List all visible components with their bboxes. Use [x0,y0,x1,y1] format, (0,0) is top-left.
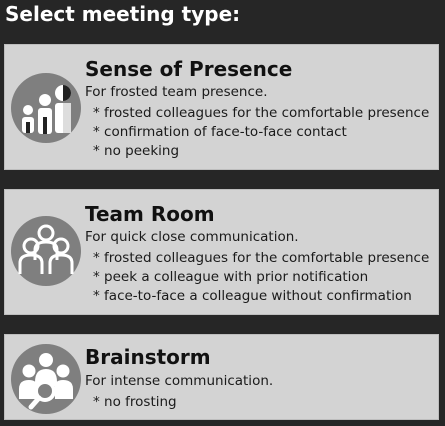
option-description: For frosted team presence. [85,84,268,100]
frosted-presence-icon [11,73,81,143]
option-description: For intense communication. [85,373,274,389]
feature-item: * face-to-face a colleague without confi… [93,288,412,304]
option-title: Team Room [85,202,215,226]
feature-item: * peek a colleague with prior notificati… [93,269,369,285]
meeting-option-brainstorm[interactable]: Brainstorm For intense communication. * … [4,334,439,420]
option-features: * frosted colleagues for the comfortable… [93,104,429,161]
group-search-icon [11,344,81,414]
feature-item: * confirmation of face-to-face contact [93,124,347,140]
option-title: Brainstorm [85,345,211,369]
page-title: Select meeting type: [5,2,241,26]
feature-item: * no peeking [93,143,180,159]
team-group-icon [11,216,81,286]
option-description: For quick close communication. [85,229,299,245]
feature-item: * frosted colleagues for the comfortable… [93,105,430,121]
feature-item: * no frosting [93,394,177,410]
meeting-option-sense-of-presence[interactable]: Sense of Presence For frosted team prese… [4,44,439,170]
feature-item: * frosted colleagues for the comfortable… [93,250,430,266]
option-features: * frosted colleagues for the comfortable… [93,249,429,306]
option-title: Sense of Presence [85,57,293,81]
option-features: * no frosting [93,393,177,412]
meeting-option-team-room[interactable]: Team Room For quick close communication.… [4,189,439,315]
